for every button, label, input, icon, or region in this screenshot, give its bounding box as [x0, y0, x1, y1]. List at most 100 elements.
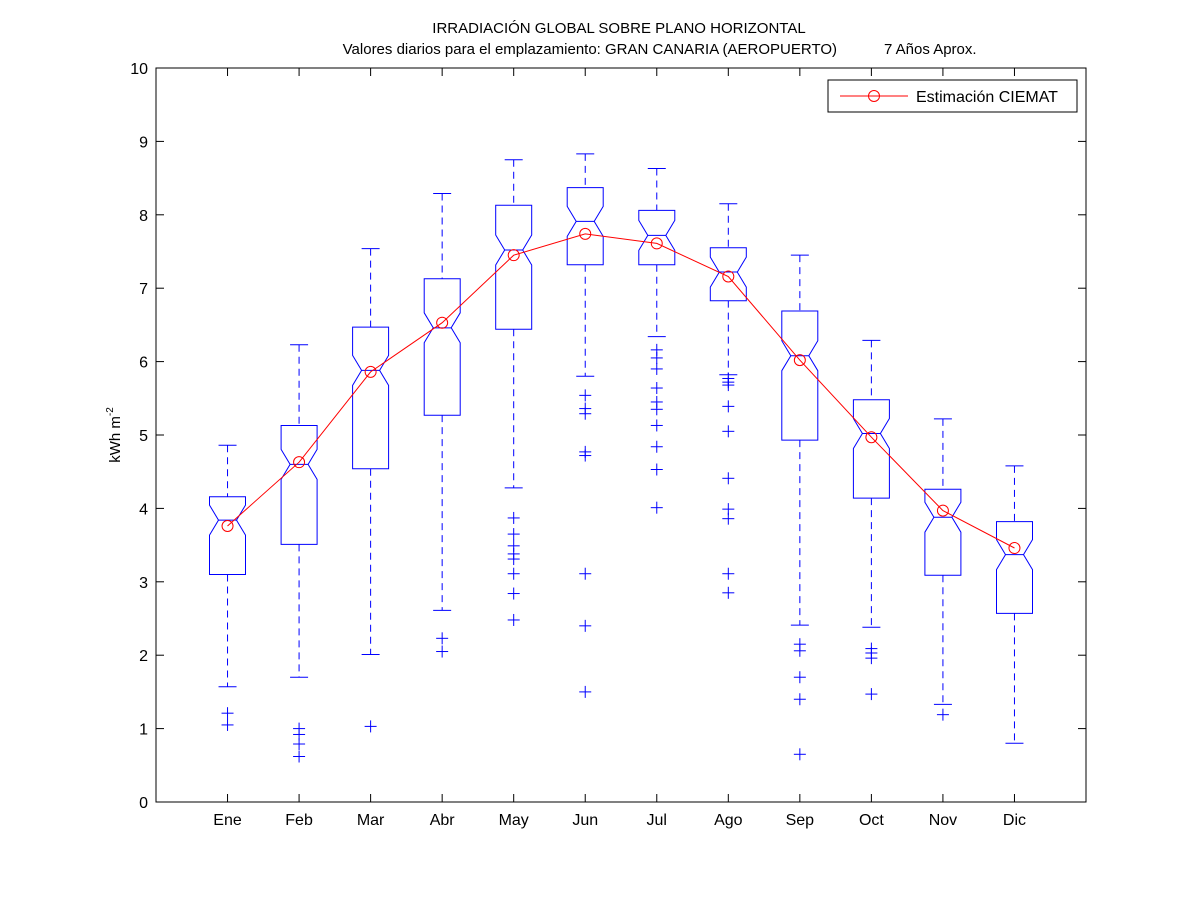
- notched-box: [280, 425, 318, 545]
- outlier-marker: [650, 343, 663, 356]
- outlier-marker: [221, 718, 234, 731]
- notched-box: [638, 209, 676, 266]
- outlier-marker: [579, 402, 592, 415]
- y-tick-label: 8: [139, 208, 148, 225]
- y-tick-label: 0: [139, 795, 148, 812]
- legend: Estimación CIEMAT: [827, 79, 1078, 113]
- notched-box: [924, 488, 962, 576]
- outlier-marker: [436, 645, 449, 658]
- plot-area: 0 1 2 3 4 5 6 7 8 9 10 Ene Feb Mar Abr May Jun Jul Ago Sep O…: [130, 61, 1087, 829]
- outlier-marker: [579, 619, 592, 632]
- outlier-marker: [650, 395, 663, 408]
- notched-box: [996, 521, 1033, 614]
- series-point: [865, 431, 878, 444]
- legend-swatch-marker: [868, 90, 880, 102]
- notched-box: [781, 310, 819, 441]
- notched-box: [352, 326, 390, 470]
- x-tick-label: Dic: [1003, 812, 1026, 829]
- y-tick-label: 6: [139, 355, 148, 372]
- notched-box: [709, 247, 747, 302]
- y-axis-label-exponent: -2: [105, 407, 116, 416]
- y-tick-label: 1: [139, 722, 148, 739]
- x-tick-label: Oct: [859, 812, 884, 829]
- x-tick-label: Sep: [786, 812, 815, 829]
- outlier-marker: [507, 613, 520, 626]
- outlier-marker: [579, 445, 592, 458]
- outlier-marker: [579, 567, 592, 580]
- series-line: [227, 233, 1015, 549]
- outlier-marker: [722, 586, 735, 599]
- chart-subtitle-location: Valores diarios para el emplazamiento: G…: [343, 41, 837, 58]
- outlier-marker: [722, 567, 735, 580]
- outlier-marker: [722, 472, 735, 485]
- outlier-marker: [722, 425, 735, 438]
- outlier-marker: [507, 528, 520, 541]
- y-tick-label: 7: [139, 281, 148, 298]
- notched-box: [423, 278, 461, 416]
- outlier-marker: [722, 503, 735, 516]
- outlier-marker: [865, 642, 878, 655]
- y-tick-label: 4: [139, 501, 148, 518]
- chart-title: IRRADIACIÓN GLOBAL SOBRE PLANO HORIZONTA…: [432, 20, 805, 37]
- x-tick-label: Nov: [929, 812, 957, 829]
- series-point: [793, 354, 806, 367]
- outlier-marker: [793, 638, 806, 651]
- series-point: [364, 365, 377, 378]
- outlier-marker: [579, 685, 592, 698]
- outlier-marker: [650, 501, 663, 514]
- x-tick-label: Mar: [357, 812, 385, 829]
- outlier-marker: [650, 463, 663, 476]
- outlier-marker: [293, 750, 306, 763]
- series-point: [507, 249, 520, 262]
- outlier-marker: [293, 722, 306, 735]
- outlier-marker: [865, 688, 878, 701]
- series-point: [650, 237, 663, 250]
- x-tick-label: Feb: [285, 812, 313, 829]
- outlier-marker: [650, 382, 663, 395]
- outlier-marker: [507, 567, 520, 580]
- plot-frame: [155, 67, 1087, 803]
- y-tick-label: 5: [139, 428, 148, 445]
- series-point: [722, 270, 735, 283]
- legend-label: Estimación CIEMAT: [916, 89, 1058, 106]
- series-point: [221, 520, 234, 533]
- x-tick-label: Ene: [213, 812, 242, 829]
- outlier-marker: [436, 632, 449, 645]
- x-tick-label: Ago: [714, 812, 743, 829]
- series-point: [579, 227, 592, 240]
- series-point: [1008, 542, 1021, 555]
- x-tick-label: Jul: [647, 812, 667, 829]
- x-tick-label: May: [499, 812, 529, 829]
- x-tick-label: Abr: [430, 812, 456, 829]
- outlier-marker: [793, 671, 806, 684]
- notched-box: [495, 204, 533, 330]
- series-point: [293, 456, 306, 469]
- outlier-marker: [507, 587, 520, 600]
- notched-box: [852, 399, 890, 499]
- outlier-marker: [221, 707, 234, 720]
- chart-subtitle-period: 7 Años Aprox.: [884, 41, 977, 58]
- outlier-marker: [579, 389, 592, 402]
- y-tick-label: 3: [139, 575, 148, 592]
- outlier-marker: [507, 511, 520, 524]
- outlier-marker: [722, 372, 735, 385]
- notched-box: [209, 496, 246, 575]
- series-point: [436, 316, 449, 329]
- notched-box: [566, 187, 604, 266]
- y-axis-label: kWh m-2: [105, 407, 124, 463]
- outlier-marker: [722, 400, 735, 413]
- x-tick-label: Jun: [572, 812, 598, 829]
- outlier-marker: [650, 362, 663, 375]
- outlier-marker: [793, 748, 806, 761]
- y-tick-label: 10: [130, 61, 148, 78]
- y-axis-label-main: kWh m: [107, 416, 124, 463]
- outlier-marker: [936, 708, 949, 721]
- outlier-marker: [793, 693, 806, 706]
- outlier-marker: [650, 440, 663, 453]
- outlier-marker: [507, 539, 520, 552]
- series-point: [936, 504, 949, 517]
- y-tick-label: 2: [139, 648, 148, 665]
- y-tick-label: 9: [139, 134, 148, 151]
